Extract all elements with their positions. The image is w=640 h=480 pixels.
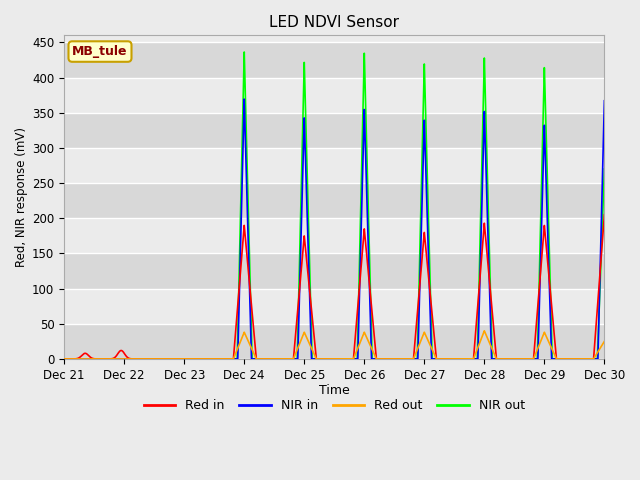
Title: LED NDVI Sensor: LED NDVI Sensor	[269, 15, 399, 30]
Bar	[64, 113, 604, 148]
Y-axis label: Red, NIR response (mV): Red, NIR response (mV)	[15, 127, 28, 267]
X-axis label: Time: Time	[319, 384, 349, 397]
Text: MB_tule: MB_tule	[72, 45, 128, 58]
Bar	[64, 253, 604, 288]
Bar	[64, 183, 604, 218]
Bar	[64, 42, 604, 78]
Bar	[64, 324, 604, 359]
Legend: Red in, NIR in, Red out, NIR out: Red in, NIR in, Red out, NIR out	[139, 395, 530, 418]
